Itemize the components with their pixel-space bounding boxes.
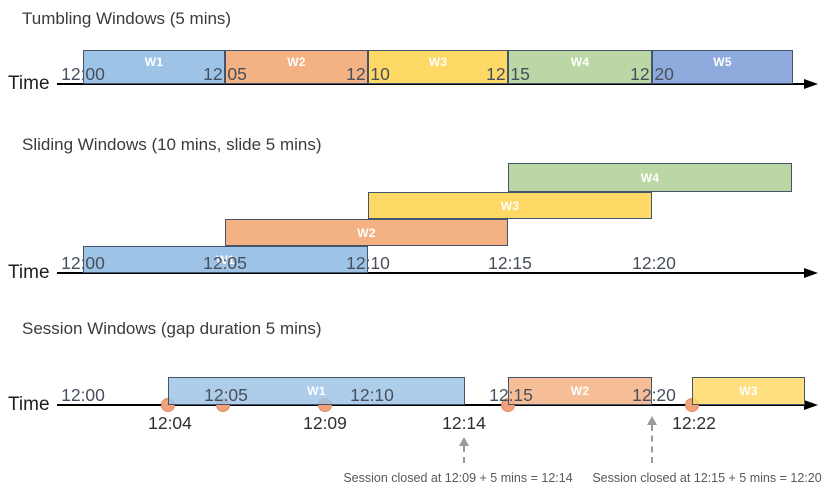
dashed-arrow-head-icon [647,416,657,425]
axis-tick-label: 12:10 [346,64,390,84]
axis-time-label: Time [8,73,50,94]
window-label: W3 [428,55,448,69]
session-close-annotation: Session closed at 12:15 + 5 mins = 12:20 [592,471,822,485]
window-label: W1 [144,55,164,69]
axis-tick-label: 12:20 [630,64,674,84]
dashed-arrow-line [651,425,653,463]
window-box-session-w2: W2 [508,377,652,405]
axis-tick-label: 12:20 [632,385,676,405]
axis-arrowhead-icon [804,79,818,89]
session-close-annotation: Session closed at 12:09 + 5 mins = 12:14 [343,471,573,485]
axis-tick-label: 12:00 [61,385,105,405]
section-title-tumbling: Tumbling Windows (5 mins) [22,9,232,28]
event-time-label: 12:22 [672,413,716,433]
window-box-tumbling-w3: W3 [368,50,508,84]
axis-tick-label: 12:00 [61,253,105,273]
event-time-label: 12:09 [303,413,347,433]
axis-time-label: Time [8,394,50,415]
axis-tick-label: 12:15 [488,253,532,273]
axis-arrowhead-icon [804,268,818,278]
window-box-session-w1: W1 [168,377,465,405]
window-box-tumbling-w5: W5 [652,50,793,84]
window-label: W4 [640,170,660,185]
axis-line [57,272,806,274]
axis-tick-label: 12:10 [350,385,394,405]
window-label: W5 [713,55,732,69]
window-box-tumbling-w2: W2 [225,50,368,84]
axis-tick-label: 12:05 [203,64,247,84]
window-box-sliding-w2: W2 [225,219,508,246]
window-box-sliding-w1: W1 [83,246,368,273]
window-box-tumbling-w1: W1 [83,50,225,84]
axis-tick-label: 12:15 [486,64,530,84]
window-box-sliding-w4: W4 [508,163,792,192]
event-time-label: 12:04 [148,413,192,433]
window-label: W4 [570,55,590,69]
axis-line [57,404,806,406]
dashed-arrow-head-icon [459,437,469,446]
axis-time-label: Time [8,262,50,283]
window-box-tumbling-w4: W4 [508,50,652,84]
window-label: W2 [357,225,376,240]
window-box-session-w3: W3 [692,377,805,405]
axis-tick-label: 12:20 [632,253,676,273]
section-title-session: Session Windows (gap duration 5 mins) [22,319,322,338]
window-box-sliding-w3: W3 [368,192,652,219]
axis-line [57,83,806,85]
window-label: W2 [287,55,306,69]
window-label: W1 [216,252,235,267]
section-title-sliding: Sliding Windows (10 mins, slide 5 mins) [22,135,322,154]
window-label: W1 [307,384,326,398]
window-label: W2 [570,384,590,398]
axis-tick-label: 12:05 [204,385,248,405]
window-label: W3 [500,198,520,213]
axis-tick-label: 12:00 [61,64,105,84]
event-time-label: 12:14 [442,413,486,433]
axis-tick-label: 12:15 [489,385,533,405]
window-label: W3 [739,384,758,398]
axis-arrowhead-icon [804,400,818,410]
dashed-arrow-line [463,446,465,463]
axis-tick-label: 12:05 [203,253,247,273]
axis-tick-label: 12:10 [346,253,390,273]
